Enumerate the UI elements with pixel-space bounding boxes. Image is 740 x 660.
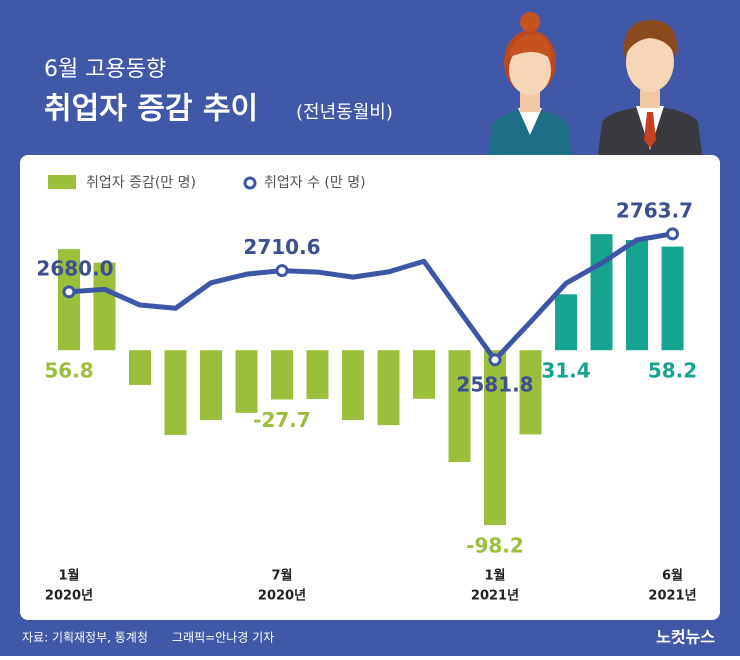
- bar: [448, 350, 471, 462]
- line-marker: [275, 264, 289, 278]
- source: 자료: 기획재정부, 통계청: [22, 631, 148, 645]
- man-illustration: [598, 20, 702, 155]
- bar: [519, 350, 542, 435]
- bar: [164, 350, 187, 435]
- bar: [377, 350, 400, 426]
- bar: [661, 246, 684, 351]
- x-tick-sublabel: 2020년: [258, 589, 306, 604]
- bar: [129, 350, 151, 385]
- line-marker: [666, 227, 679, 241]
- bar: [93, 262, 116, 351]
- legend-label: 취업자 수 (만 명): [264, 175, 366, 191]
- line-value-label: 2581.8: [456, 372, 533, 396]
- credit: 그래픽=안나경 기자: [172, 631, 274, 645]
- line-value-label: 2763.7: [616, 198, 693, 222]
- bar-value-label: -27.7: [253, 408, 311, 432]
- bar: [555, 294, 577, 351]
- panel: [20, 155, 720, 620]
- bar: [590, 234, 613, 351]
- x-tick-sublabel: 2020년: [45, 589, 93, 604]
- x-tick-sublabel: 2021년: [648, 589, 696, 604]
- legend-swatch-line: [243, 176, 257, 190]
- bar: [200, 350, 222, 420]
- line-marker: [62, 285, 76, 299]
- x-tick-label: 7월: [271, 568, 292, 584]
- bar: [306, 350, 329, 399]
- line-value-label: 2710.6: [243, 235, 320, 259]
- x-tick-label: 6월: [662, 568, 683, 584]
- line-value-label: 2680.0: [36, 256, 113, 280]
- bar: [342, 350, 364, 420]
- plot: 56.8 -27.7 -98.2 31.4 58.2 2680.0 2710.6 2581.8…: [36, 198, 697, 603]
- bar-value-label: 31.4: [541, 359, 590, 383]
- bar-value-label: -98.2: [466, 533, 524, 557]
- logo: 노컷뉴스: [656, 628, 715, 647]
- bar: [626, 240, 648, 351]
- x-tick-sublabel: 2021년: [471, 589, 519, 604]
- bar-value-label: 56.8: [44, 359, 93, 383]
- bar-value-label: 58.2: [648, 359, 697, 383]
- chart-title: 취업자 증감 추이: [44, 92, 258, 127]
- legend-label: 취업자 증감(만 명): [86, 175, 196, 191]
- bar: [58, 249, 80, 351]
- bar: [235, 350, 258, 413]
- bar: [484, 350, 506, 525]
- woman-illustration: [488, 12, 572, 155]
- chart-subtitle: (전년동월비): [296, 102, 393, 123]
- x-tick-label: 1월: [484, 568, 505, 584]
- line-marker: [488, 353, 502, 367]
- line: [68, 231, 673, 363]
- supertitle: 6월 고용동향: [44, 57, 166, 82]
- x-tick-label: 1월: [58, 568, 79, 584]
- bar: [413, 350, 435, 399]
- legend-swatch-bar: [48, 175, 76, 189]
- bar: [271, 350, 293, 400]
